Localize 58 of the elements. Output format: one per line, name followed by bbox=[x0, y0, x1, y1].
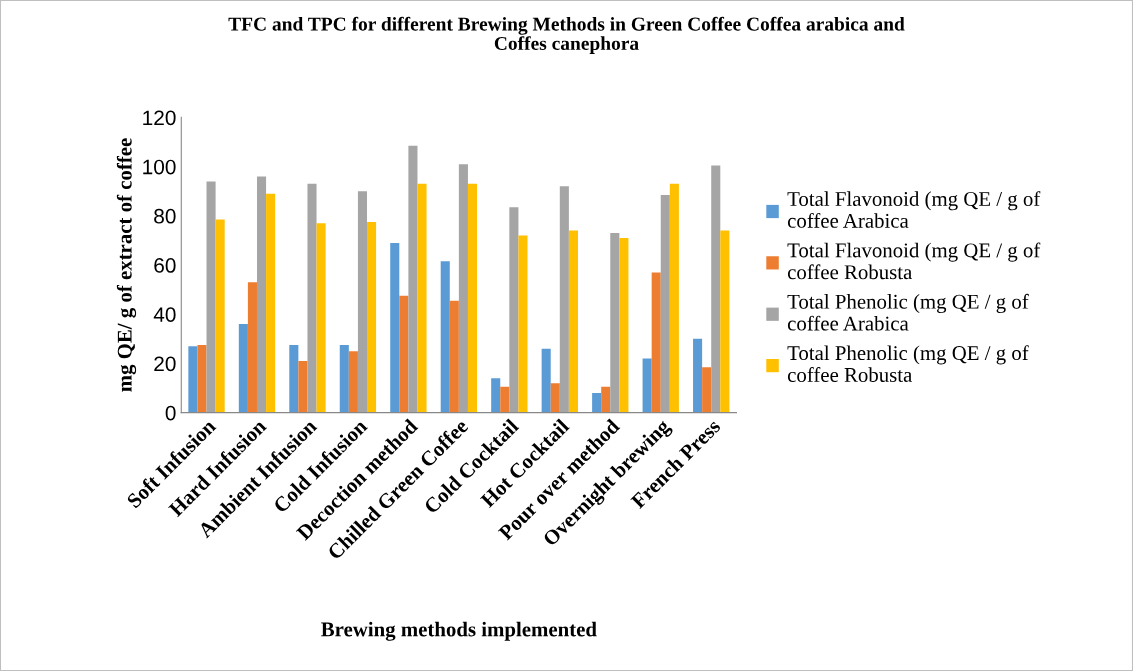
bar bbox=[693, 338, 703, 413]
y-tick-label: 80 bbox=[154, 208, 176, 224]
bar bbox=[491, 378, 501, 413]
x-axis-title: Brewing methods implemented bbox=[321, 621, 597, 641]
bar bbox=[458, 164, 468, 413]
bar bbox=[238, 324, 248, 413]
y-axis-title: mg QE/ g of extract of coffee bbox=[116, 138, 137, 392]
bar bbox=[307, 183, 317, 413]
bar bbox=[417, 183, 427, 413]
bar bbox=[610, 233, 620, 413]
bar bbox=[702, 367, 712, 413]
bar bbox=[440, 261, 450, 413]
bar bbox=[500, 386, 510, 413]
bar bbox=[467, 183, 478, 413]
bar bbox=[592, 392, 602, 413]
bar bbox=[518, 235, 528, 413]
y-tick-label: 120 bbox=[143, 110, 176, 126]
y-tick-label: 60 bbox=[154, 258, 176, 273]
bar bbox=[339, 345, 349, 413]
bar bbox=[206, 181, 216, 413]
bar bbox=[316, 223, 326, 413]
bar bbox=[399, 295, 409, 413]
bar bbox=[642, 358, 652, 413]
y-tick-label: 20 bbox=[154, 356, 176, 372]
bar bbox=[289, 345, 299, 413]
legend-label: Total Phenolic (mg QE / g of coffee Arabica bbox=[787, 293, 1029, 331]
bar bbox=[298, 361, 308, 413]
bar bbox=[357, 191, 368, 413]
legend-label: Total Phenolic (mg QE / g of coffee Robusta bbox=[787, 345, 1029, 382]
bar bbox=[247, 282, 257, 413]
bar bbox=[541, 348, 551, 413]
bar bbox=[215, 219, 225, 413]
bar bbox=[669, 183, 679, 413]
bar bbox=[390, 242, 400, 413]
y-tick-label: 100 bbox=[143, 159, 176, 175]
bar bbox=[660, 194, 670, 413]
bar bbox=[197, 345, 207, 413]
bar bbox=[509, 207, 519, 413]
bar bbox=[651, 272, 661, 413]
bar bbox=[449, 300, 459, 413]
chart-title: TFC and TPC for different Brewing Methods in Green Coffee Coffea arabica and Coffes canephora bbox=[228, 16, 905, 54]
bar bbox=[367, 221, 377, 413]
bar bbox=[266, 193, 276, 413]
bar bbox=[720, 230, 730, 413]
legend-label: Total Flavonoid (mg QE / g of coffee Arabica bbox=[787, 191, 1041, 228]
bar bbox=[550, 383, 560, 413]
bar bbox=[188, 346, 198, 413]
bar bbox=[711, 165, 721, 413]
y-tick-label: 40 bbox=[153, 307, 176, 323]
bar bbox=[256, 176, 267, 413]
bar bbox=[408, 145, 418, 413]
bar bbox=[619, 237, 629, 413]
bar bbox=[568, 230, 578, 413]
bar bbox=[559, 186, 569, 413]
bar bbox=[601, 386, 611, 413]
legend-label: Total Flavonoid (mg QE / g of coffee Robusta bbox=[787, 242, 1041, 280]
bar bbox=[348, 351, 358, 413]
y-tick-label: 0 bbox=[165, 405, 176, 421]
